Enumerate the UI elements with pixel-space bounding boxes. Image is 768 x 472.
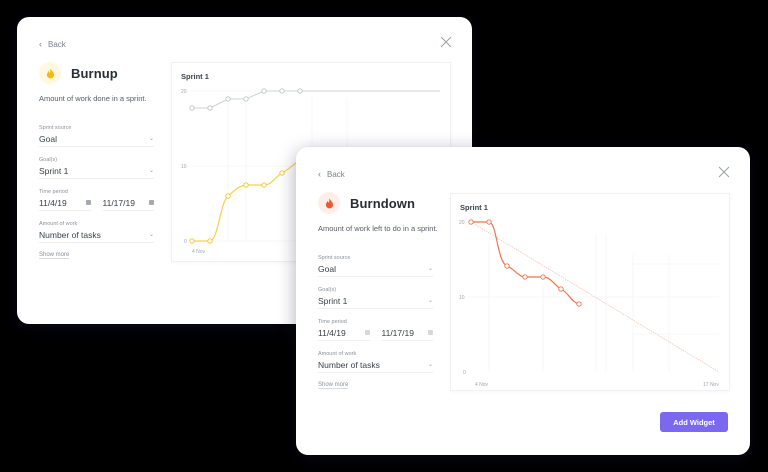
calendar-icon bbox=[428, 330, 433, 335]
back-button[interactable]: ‹ Back bbox=[318, 169, 345, 179]
back-label: Back bbox=[327, 169, 345, 179]
sprint-source-value: Goal bbox=[318, 263, 336, 274]
chevron-left-icon: ‹ bbox=[318, 169, 321, 179]
sprint-source-label: Sprint source bbox=[318, 255, 351, 261]
calendar-icon bbox=[364, 330, 370, 335]
chart-title: Sprint 1 bbox=[460, 203, 488, 212]
start-date-value: 11/4/19 bbox=[318, 327, 346, 338]
chevron-down-icon: ⌄ bbox=[427, 362, 433, 368]
svg-text:0: 0 bbox=[184, 239, 187, 245]
start-date-input[interactable]: 11/4/19 bbox=[318, 327, 370, 341]
burndown-plot: 20 10 0 4 Nov 17 Nov bbox=[459, 219, 719, 388]
amount-of-work-value: Number of tasks bbox=[39, 229, 101, 240]
widget-description: Amount of work left to do in a sprint. bbox=[318, 224, 438, 233]
sprint-source-value: Goal bbox=[39, 133, 57, 144]
goals-select[interactable]: Sprint 1 ⌄ bbox=[39, 165, 154, 179]
svg-text:17 Nov: 17 Nov bbox=[703, 382, 719, 388]
svg-text:4 Nov: 4 Nov bbox=[475, 382, 489, 388]
back-button[interactable]: ‹ Back bbox=[39, 39, 66, 49]
goals-label: Goal(s) bbox=[39, 157, 58, 163]
close-icon bbox=[718, 166, 730, 178]
time-period-label: Time period bbox=[39, 189, 68, 195]
sprint-source-select[interactable]: Goal ⌄ bbox=[318, 263, 433, 277]
burndown-widget-panel: ‹ Back Burndown Amount of work left to d… bbox=[296, 147, 750, 455]
amount-of-work-value: Number of tasks bbox=[318, 359, 380, 370]
goals-value: Sprint 1 bbox=[39, 165, 69, 176]
svg-text:4 Nov: 4 Nov bbox=[192, 249, 206, 255]
goals-value: Sprint 1 bbox=[318, 295, 348, 306]
amount-of-work-label: Amount of work bbox=[39, 221, 78, 227]
back-label: Back bbox=[48, 39, 66, 49]
end-date-value: 11/17/19 bbox=[381, 327, 414, 338]
calendar-icon bbox=[85, 200, 91, 205]
chevron-down-icon: ⌄ bbox=[148, 168, 154, 174]
burndown-chart: Sprint 1 20 10 0 4 Nov 17 Nov bbox=[450, 193, 730, 391]
widget-description: Amount of work done in a sprint. bbox=[39, 94, 147, 103]
amount-of-work-select[interactable]: Number of tasks ⌄ bbox=[318, 359, 433, 373]
widget-title: Burnup bbox=[71, 65, 118, 81]
chevron-left-icon: ‹ bbox=[39, 39, 42, 49]
svg-text:10: 10 bbox=[459, 295, 465, 301]
fire-icon bbox=[46, 68, 54, 78]
amount-of-work-select[interactable]: Number of tasks ⌄ bbox=[39, 229, 154, 243]
close-button[interactable] bbox=[440, 35, 452, 48]
burnup-icon-badge bbox=[39, 62, 61, 84]
end-date-input[interactable]: 11/17/19 bbox=[381, 327, 433, 341]
burndown-icon-badge bbox=[318, 192, 340, 214]
sprint-source-select[interactable]: Goal ⌄ bbox=[39, 133, 154, 147]
show-more-link[interactable]: Show more bbox=[318, 382, 349, 389]
svg-text:0: 0 bbox=[463, 370, 466, 376]
end-date-input[interactable]: 11/17/19 bbox=[102, 197, 154, 211]
svg-text:20: 20 bbox=[181, 89, 187, 95]
chevron-down-icon: ⌄ bbox=[148, 136, 154, 142]
chevron-down-icon: ⌄ bbox=[427, 266, 433, 272]
fire-icon bbox=[325, 198, 333, 208]
show-more-link[interactable]: Show more bbox=[39, 252, 70, 259]
svg-text:20: 20 bbox=[459, 220, 465, 226]
add-widget-button[interactable]: Add Widget bbox=[660, 412, 728, 432]
svg-text:10: 10 bbox=[181, 164, 187, 170]
widget-title: Burndown bbox=[350, 195, 416, 211]
close-button[interactable] bbox=[718, 165, 730, 178]
goals-label: Goal(s) bbox=[318, 287, 337, 293]
goals-select[interactable]: Sprint 1 ⌄ bbox=[318, 295, 433, 309]
chevron-down-icon: ⌄ bbox=[148, 232, 154, 238]
start-date-value: 11/4/19 bbox=[39, 197, 67, 208]
close-icon bbox=[440, 36, 452, 48]
calendar-icon bbox=[149, 200, 154, 205]
amount-of-work-label: Amount of work bbox=[318, 351, 357, 357]
time-period-label: Time period bbox=[318, 319, 347, 325]
chevron-down-icon: ⌄ bbox=[427, 298, 433, 304]
sprint-source-label: Sprint source bbox=[39, 125, 72, 131]
start-date-input[interactable]: 11/4/19 bbox=[39, 197, 91, 211]
chart-title: Sprint 1 bbox=[181, 72, 209, 81]
end-date-value: 11/17/19 bbox=[102, 197, 135, 208]
